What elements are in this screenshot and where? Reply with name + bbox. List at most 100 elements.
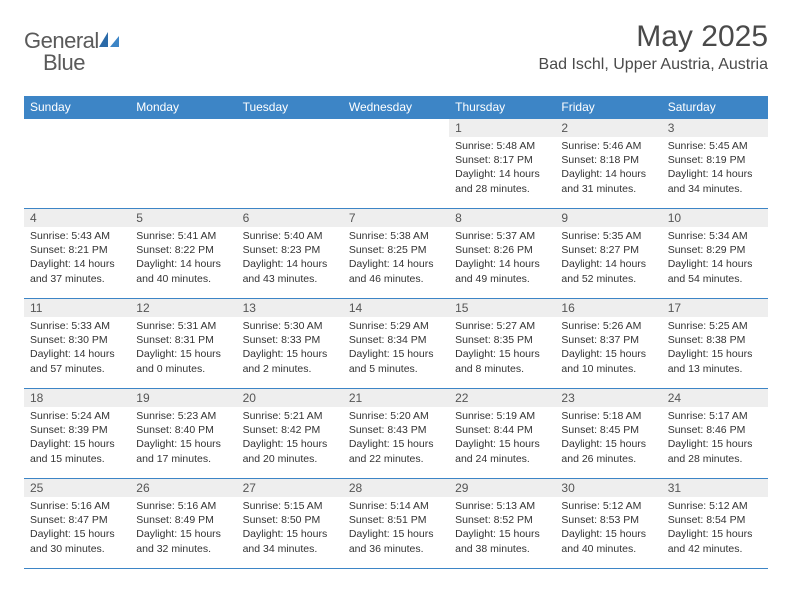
day-data-line: Sunrise: 5:26 AM: [561, 319, 655, 333]
day-data-line: Sunset: 8:33 PM: [243, 333, 337, 347]
day-number: 17: [662, 299, 768, 317]
day-data-line: Daylight: 15 hours: [30, 527, 124, 541]
day-number: 10: [662, 209, 768, 227]
day-data-line: Sunset: 8:19 PM: [668, 153, 762, 167]
day-data-line: Sunrise: 5:48 AM: [455, 139, 549, 153]
day-number: 6: [237, 209, 343, 227]
day-number: 7: [343, 209, 449, 227]
calendar-table: Sunday Monday Tuesday Wednesday Thursday…: [24, 96, 768, 569]
day-data-line: and 13 minutes.: [668, 362, 762, 376]
weekday-header: Wednesday: [343, 96, 449, 119]
day-data-line: Sunset: 8:39 PM: [30, 423, 124, 437]
day-data: Sunrise: 5:16 AMSunset: 8:49 PMDaylight:…: [130, 497, 236, 560]
day-number: 8: [449, 209, 555, 227]
day-data-line: Daylight: 14 hours: [668, 167, 762, 181]
day-data-line: Sunset: 8:22 PM: [136, 243, 230, 257]
day-data-line: Sunrise: 5:25 AM: [668, 319, 762, 333]
weekday-header: Friday: [555, 96, 661, 119]
day-data-line: Daylight: 15 hours: [136, 527, 230, 541]
day-data-line: Sunrise: 5:12 AM: [668, 499, 762, 513]
calendar-week-row: 1Sunrise: 5:48 AMSunset: 8:17 PMDaylight…: [24, 119, 768, 209]
day-data-line: and 46 minutes.: [349, 272, 443, 286]
calendar-week-row: 18Sunrise: 5:24 AMSunset: 8:39 PMDayligh…: [24, 389, 768, 479]
day-number: 3: [662, 119, 768, 137]
calendar-cell: 5 Sunrise: 5:41 AMSunset: 8:22 PMDaylight…: [130, 209, 236, 299]
day-data-line: and 10 minutes.: [561, 362, 655, 376]
calendar-header-row: Sunday Monday Tuesday Wednesday Thursday…: [24, 96, 768, 119]
day-data-line: Sunrise: 5:30 AM: [243, 319, 337, 333]
day-data: Sunrise: 5:34 AMSunset: 8:29 PMDaylight:…: [662, 227, 768, 290]
calendar-cell: 21Sunrise: 5:20 AMSunset: 8:43 PMDayligh…: [343, 389, 449, 479]
day-data-line: Sunrise: 5:29 AM: [349, 319, 443, 333]
day-data: Sunrise: 5:26 AMSunset: 8:37 PMDaylight:…: [555, 317, 661, 380]
day-data-line: Sunrise: 5:16 AM: [136, 499, 230, 513]
day-data-line: Daylight: 15 hours: [243, 437, 337, 451]
day-data-line: and 28 minutes.: [668, 452, 762, 466]
day-number: 5: [130, 209, 236, 227]
calendar-cell: 8Sunrise: 5:37 AMSunset: 8:26 PMDaylight…: [449, 209, 555, 299]
day-data-line: Sunset: 8:51 PM: [349, 513, 443, 527]
day-data-line: Daylight: 14 hours: [30, 257, 124, 271]
day-data-line: Sunrise: 5:24 AM: [30, 409, 124, 423]
day-data-line: Sunset: 8:50 PM: [243, 513, 337, 527]
day-data-line: and 26 minutes.: [561, 452, 655, 466]
day-data-line: Sunset: 8:30 PM: [30, 333, 124, 347]
calendar-cell: 30Sunrise: 5:12 AMSunset: 8:53 PMDayligh…: [555, 479, 661, 569]
day-data-line: and 34 minutes.: [668, 182, 762, 196]
day-data-line: and 40 minutes.: [136, 272, 230, 286]
day-data: Sunrise: 5:38 AMSunset: 8:25 PMDaylight:…: [343, 227, 449, 290]
day-data-line: Sunset: 8:53 PM: [561, 513, 655, 527]
day-data-line: and 15 minutes.: [30, 452, 124, 466]
calendar-cell: 24Sunrise: 5:17 AMSunset: 8:46 PMDayligh…: [662, 389, 768, 479]
day-number: 27: [237, 479, 343, 497]
day-data-line: and 0 minutes.: [136, 362, 230, 376]
day-data: Sunrise: 5:29 AMSunset: 8:34 PMDaylight:…: [343, 317, 449, 380]
day-data: Sunrise: 5:12 AMSunset: 8:53 PMDaylight:…: [555, 497, 661, 560]
day-data: Sunrise: 5:19 AMSunset: 8:44 PMDaylight:…: [449, 407, 555, 470]
weekday-header: Saturday: [662, 96, 768, 119]
day-data-line: Daylight: 15 hours: [349, 347, 443, 361]
day-data-line: Sunrise: 5:43 AM: [30, 229, 124, 243]
day-number: 12: [130, 299, 236, 317]
location-text: Bad Ischl, Upper Austria, Austria: [539, 56, 768, 74]
day-data-line: Sunset: 8:35 PM: [455, 333, 549, 347]
calendar-cell: 12Sunrise: 5:31 AMSunset: 8:31 PMDayligh…: [130, 299, 236, 389]
day-data-line: Daylight: 15 hours: [243, 527, 337, 541]
day-data-line: Daylight: 15 hours: [455, 347, 549, 361]
day-data-line: Sunset: 8:52 PM: [455, 513, 549, 527]
month-title: May 2025: [539, 20, 768, 54]
day-data-line: Daylight: 14 hours: [136, 257, 230, 271]
calendar-cell: 26Sunrise: 5:16 AMSunset: 8:49 PMDayligh…: [130, 479, 236, 569]
day-number: 26: [130, 479, 236, 497]
day-data: Sunrise: 5:33 AMSunset: 8:30 PMDaylight:…: [24, 317, 130, 380]
day-number: 19: [130, 389, 236, 407]
calendar-cell: 22Sunrise: 5:19 AMSunset: 8:44 PMDayligh…: [449, 389, 555, 479]
sail-icon: [99, 30, 121, 53]
calendar-cell: 13Sunrise: 5:30 AMSunset: 8:33 PMDayligh…: [237, 299, 343, 389]
calendar-cell: 3 Sunrise: 5:45 AMSunset: 8:19 PMDaylight…: [662, 119, 768, 209]
day-data: Sunrise: 5:43 AMSunset: 8:21 PMDaylight:…: [24, 227, 130, 290]
day-number: 15: [449, 299, 555, 317]
day-data-line: Daylight: 15 hours: [668, 437, 762, 451]
day-data: Sunrise: 5:17 AMSunset: 8:46 PMDaylight:…: [662, 407, 768, 470]
day-data-line: Sunset: 8:47 PM: [30, 513, 124, 527]
day-data-line: Daylight: 15 hours: [561, 527, 655, 541]
calendar-cell: [24, 119, 130, 209]
day-number: 4: [24, 209, 130, 227]
day-data-line: Sunrise: 5:45 AM: [668, 139, 762, 153]
calendar-cell: 19Sunrise: 5:23 AMSunset: 8:40 PMDayligh…: [130, 389, 236, 479]
calendar-cell: 28Sunrise: 5:14 AMSunset: 8:51 PMDayligh…: [343, 479, 449, 569]
day-data-line: Sunrise: 5:18 AM: [561, 409, 655, 423]
day-data-line: Sunset: 8:21 PM: [30, 243, 124, 257]
day-data-line: and 31 minutes.: [561, 182, 655, 196]
day-data-line: Sunrise: 5:15 AM: [243, 499, 337, 513]
calendar-cell: 4Sunrise: 5:43 AMSunset: 8:21 PMDaylight…: [24, 209, 130, 299]
day-data: Sunrise: 5:25 AMSunset: 8:38 PMDaylight:…: [662, 317, 768, 380]
day-data-line: Sunrise: 5:41 AM: [136, 229, 230, 243]
day-data-line: and 5 minutes.: [349, 362, 443, 376]
day-number: 29: [449, 479, 555, 497]
calendar-cell: [343, 119, 449, 209]
day-data-line: Sunrise: 5:33 AM: [30, 319, 124, 333]
day-data-line: Daylight: 15 hours: [349, 527, 443, 541]
day-data-line: and 28 minutes.: [455, 182, 549, 196]
